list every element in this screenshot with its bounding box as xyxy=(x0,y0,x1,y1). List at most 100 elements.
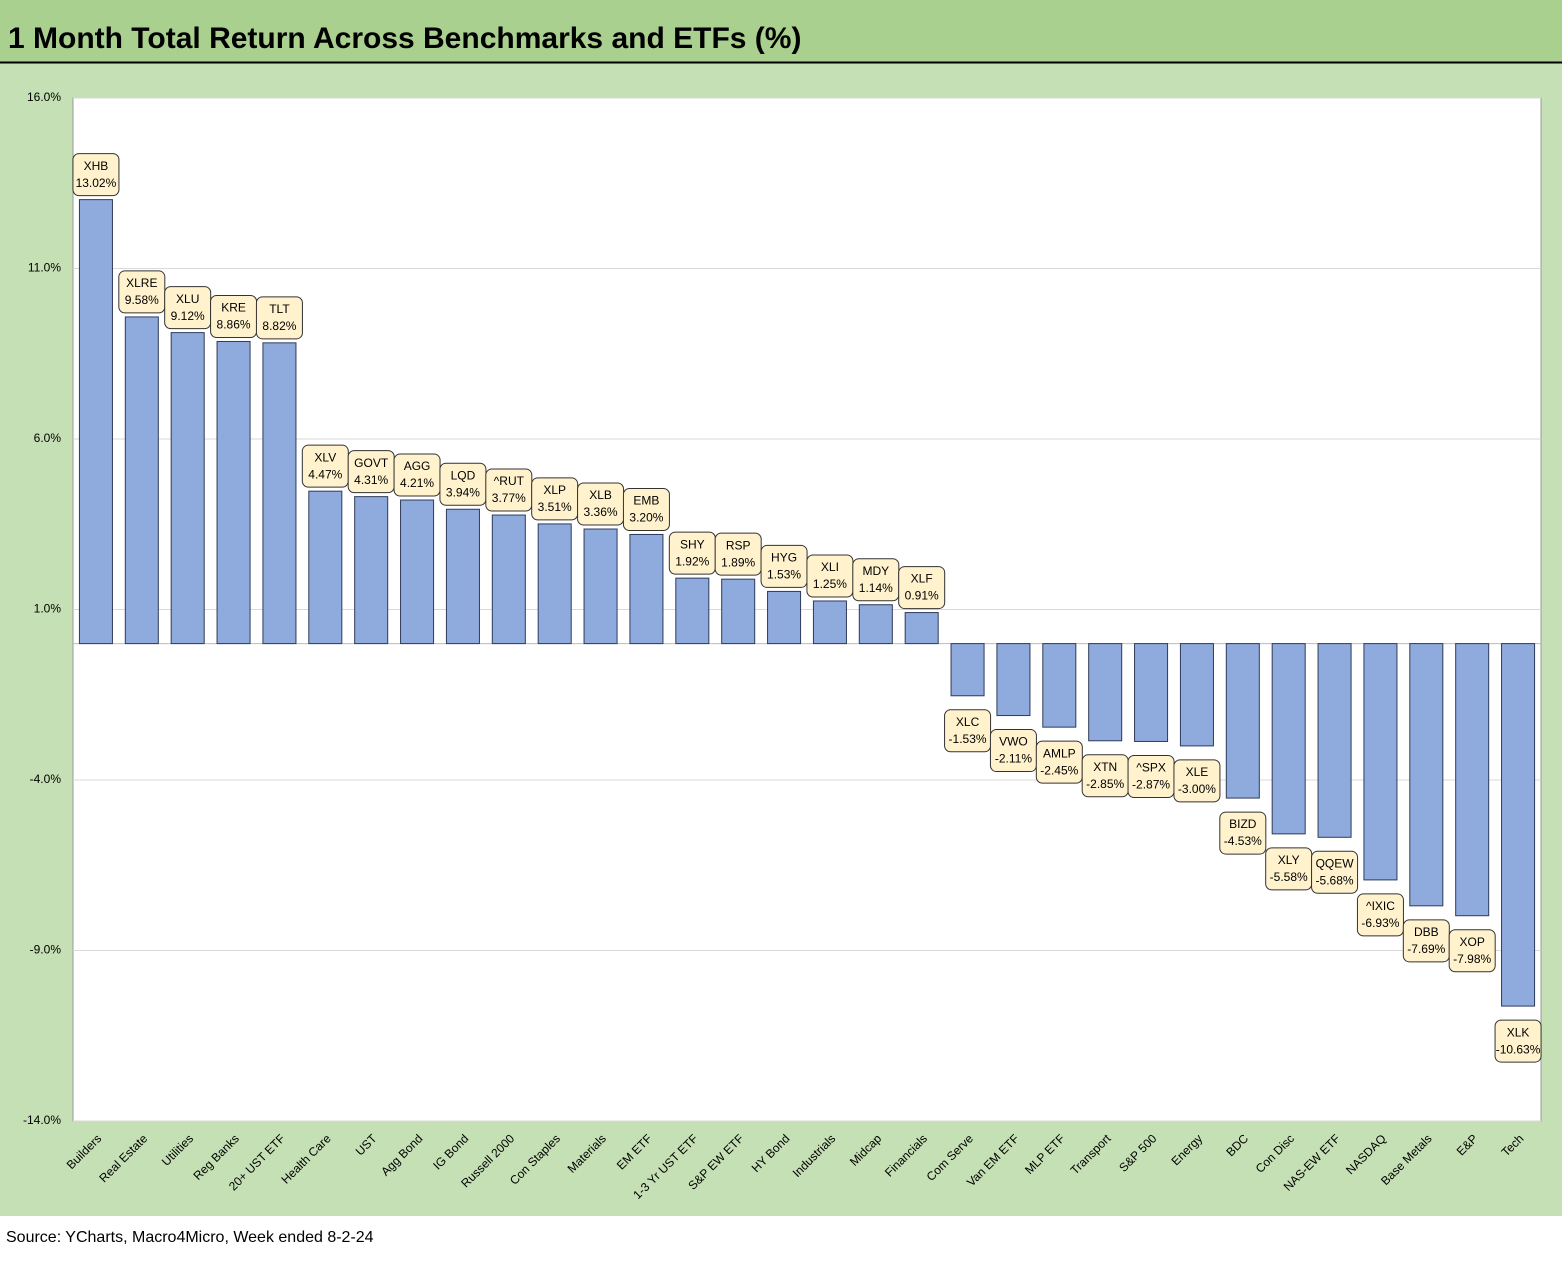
value-label: -2.11% xyxy=(995,752,1032,766)
value-label: -7.98% xyxy=(1453,952,1491,966)
ticker-label: HYG xyxy=(771,551,797,565)
label-box xyxy=(72,153,120,197)
ticker-label: XLI xyxy=(821,560,839,574)
y-tick-label: -14.0% xyxy=(23,1113,61,1127)
value-label: 9.58% xyxy=(125,293,159,307)
ticker-label: XTN xyxy=(1093,760,1117,774)
value-label: 4.47% xyxy=(308,467,342,481)
bar xyxy=(629,533,664,645)
ticker-label: AMLP xyxy=(1043,746,1076,760)
label-box xyxy=(898,566,946,610)
ticker-label: XLP xyxy=(543,483,566,497)
value-label: 1.25% xyxy=(813,577,847,591)
ticker-label: XLB xyxy=(589,488,612,502)
value-label: -10.63% xyxy=(1496,1042,1541,1056)
label-box xyxy=(1311,850,1359,894)
bar xyxy=(1134,643,1169,742)
bar xyxy=(1042,643,1077,728)
bar xyxy=(124,316,159,645)
y-tick-label: 11.0% xyxy=(28,261,61,275)
label-box xyxy=(1494,1019,1542,1063)
label-box xyxy=(1173,759,1221,803)
ticker-label: XLK xyxy=(1507,1025,1530,1039)
label-box xyxy=(1356,893,1404,937)
bar xyxy=(445,508,480,645)
bar xyxy=(1363,643,1398,881)
bar xyxy=(308,490,343,645)
value-label: 8.86% xyxy=(217,318,251,332)
value-label: 13.02% xyxy=(76,176,117,190)
ticker-label: RSP xyxy=(726,538,751,552)
ticker-label: KRE xyxy=(221,301,246,315)
title-bar xyxy=(0,0,1562,62)
value-label: -2.87% xyxy=(1132,778,1170,792)
bar xyxy=(675,577,710,645)
ticker-label: LQD xyxy=(451,468,476,482)
ticker-label: XHB xyxy=(84,159,109,173)
bar xyxy=(767,590,802,645)
value-label: -6.93% xyxy=(1361,916,1399,930)
value-label: -7.69% xyxy=(1407,942,1445,956)
ticker-label: VWO xyxy=(999,735,1028,749)
source: Source: YCharts, Macro4Micro, Week ended… xyxy=(6,1229,374,1246)
ticker-label: XLU xyxy=(176,292,199,306)
bar xyxy=(354,496,389,645)
y-tick-label: -4.0% xyxy=(30,772,62,786)
bar xyxy=(1501,643,1536,1007)
ticker-label: BIZD xyxy=(1229,817,1257,831)
ticker-label: QQEW xyxy=(1316,856,1355,870)
ticker-label: ^IXIC xyxy=(1366,899,1395,913)
bar xyxy=(170,332,205,645)
ticker-label: XLV xyxy=(314,450,336,464)
ticker-label: AGG xyxy=(404,459,431,473)
chart-title: 1 Month Total Return Across Benchmarks a… xyxy=(8,22,801,55)
bar xyxy=(996,643,1031,717)
y-tick-label: 1.0% xyxy=(34,602,62,616)
ticker-label: XLRE xyxy=(126,276,157,290)
value-label: 0.91% xyxy=(905,589,939,603)
ticker-label: ^SPX xyxy=(1136,761,1166,775)
bar xyxy=(858,604,893,645)
y-tick-label: 6.0% xyxy=(34,431,62,445)
label-box xyxy=(1219,811,1267,855)
label-box xyxy=(622,487,670,531)
value-label: 1.92% xyxy=(675,554,709,568)
bar xyxy=(78,199,113,645)
ticker-label: SHY xyxy=(680,537,705,551)
bar xyxy=(1455,643,1490,917)
bar xyxy=(491,514,526,645)
bar xyxy=(1179,643,1214,747)
value-label: -2.45% xyxy=(1040,763,1078,777)
ticker-label: XOP xyxy=(1460,935,1485,949)
value-label: 3.36% xyxy=(584,505,618,519)
ticker-label: DBB xyxy=(1414,925,1439,939)
bar xyxy=(1409,643,1444,907)
value-label: 9.12% xyxy=(171,309,205,323)
bar xyxy=(1271,643,1306,835)
value-label: -1.53% xyxy=(949,732,987,746)
value-label: 3.94% xyxy=(446,485,480,499)
value-label: 4.21% xyxy=(400,476,434,490)
bar xyxy=(812,600,847,645)
ticker-label: GOVT xyxy=(354,456,389,470)
value-label: 1.89% xyxy=(721,555,755,569)
bar xyxy=(262,342,297,645)
bar xyxy=(216,340,251,645)
bar xyxy=(583,528,618,645)
value-label: 3.77% xyxy=(492,491,526,505)
bar xyxy=(537,523,572,645)
value-label: 3.20% xyxy=(629,511,663,525)
value-label: 1.14% xyxy=(859,581,893,595)
value-label: -5.58% xyxy=(1270,870,1308,884)
bar xyxy=(1317,643,1352,838)
value-label: 4.31% xyxy=(354,473,388,487)
label-box xyxy=(255,296,303,340)
footer xyxy=(0,1216,1562,1256)
label-box xyxy=(1448,929,1496,973)
value-label: -2.85% xyxy=(1086,777,1124,791)
ticker-label: ^RUT xyxy=(494,474,525,488)
bar xyxy=(721,578,756,645)
value-label: -5.68% xyxy=(1316,873,1354,887)
ticker-label: MDY xyxy=(862,564,889,578)
